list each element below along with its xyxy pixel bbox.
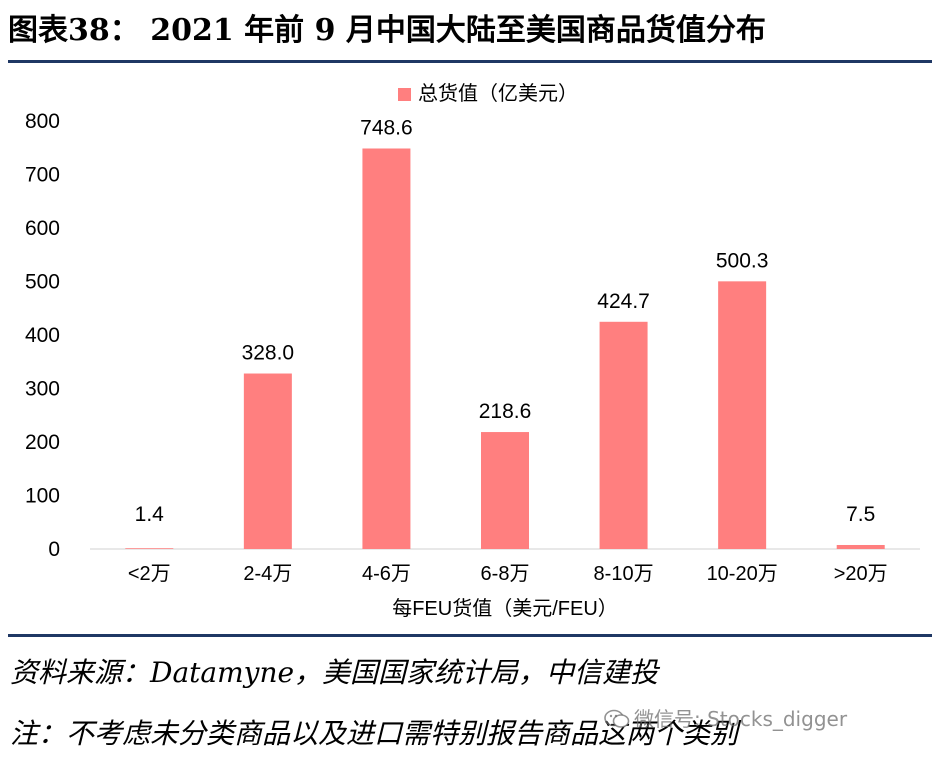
y-tick-label: 300 — [25, 378, 60, 401]
y-tick-label: 100 — [25, 485, 60, 508]
x-axis-title: 每FEU货值（美元/FEU） — [392, 597, 618, 620]
data-labels: 1.4 328.0 748.6 218.6 424.7 500.3 7.5 — [135, 116, 876, 526]
bar — [836, 544, 885, 549]
y-tick-label: 200 — [25, 431, 60, 454]
data-label: 1.4 — [135, 503, 165, 526]
x-tick-label: 6-8万 — [481, 563, 530, 585]
x-tick-label: 10-20万 — [707, 563, 778, 585]
wechat-icon — [604, 709, 630, 728]
bar — [599, 321, 648, 549]
data-label: 218.6 — [479, 400, 532, 423]
bar — [362, 148, 411, 549]
bar — [243, 373, 292, 549]
y-tick-label: 0 — [48, 538, 60, 561]
x-axis: <2万 2-4万 4-6万 6-8万 8-10万 10-20万 >20万 — [90, 548, 920, 585]
data-label: 328.0 — [242, 342, 295, 365]
y-axis: 0 100 200 300 400 500 600 700 800 — [25, 110, 60, 561]
chart-area: 总货值（亿美元） 0 100 200 300 400 500 600 700 800 <2万 2-… — [0, 63, 932, 634]
x-tick-label: 2-4万 — [243, 563, 292, 585]
y-tick-label: 700 — [25, 164, 60, 187]
x-tick-label: <2万 — [128, 563, 171, 585]
bars — [125, 148, 885, 549]
y-tick-label: 400 — [25, 324, 60, 347]
y-tick-label: 800 — [25, 110, 60, 133]
bottom-divider — [8, 634, 932, 637]
watermark-text: 微信号: Stocks_digger — [634, 707, 848, 731]
x-tick-label: 8-10万 — [594, 563, 654, 585]
legend-label: 总货值（亿美元） — [418, 82, 578, 105]
page-title: 图表38： 2021 年前 9 月中国大陆至美国商品货值分布 — [8, 13, 766, 48]
top-divider — [8, 60, 932, 63]
y-tick-label: 600 — [25, 217, 60, 240]
watermark: 微信号: Stocks_digger — [604, 703, 847, 732]
bar — [481, 432, 529, 549]
legend: 总货值（亿美元） — [398, 82, 578, 105]
data-label: 500.3 — [716, 249, 769, 272]
x-tick-label: 4-6万 — [362, 563, 411, 585]
bar-chart: 总货值（亿美元） 0 100 200 300 400 500 600 700 800 <2万 2-… — [25, 82, 920, 620]
bar — [718, 281, 767, 549]
data-label: 7.5 — [846, 503, 875, 526]
legend-swatch — [398, 88, 411, 101]
bar — [125, 548, 174, 549]
source-note: 资料来源：Datamyne，美国国家统计局，中信建投 — [10, 656, 659, 689]
x-tick-label: >20万 — [834, 563, 888, 585]
y-tick-label: 500 — [25, 271, 60, 294]
data-label: 424.7 — [597, 290, 650, 313]
data-label: 748.6 — [360, 116, 413, 139]
